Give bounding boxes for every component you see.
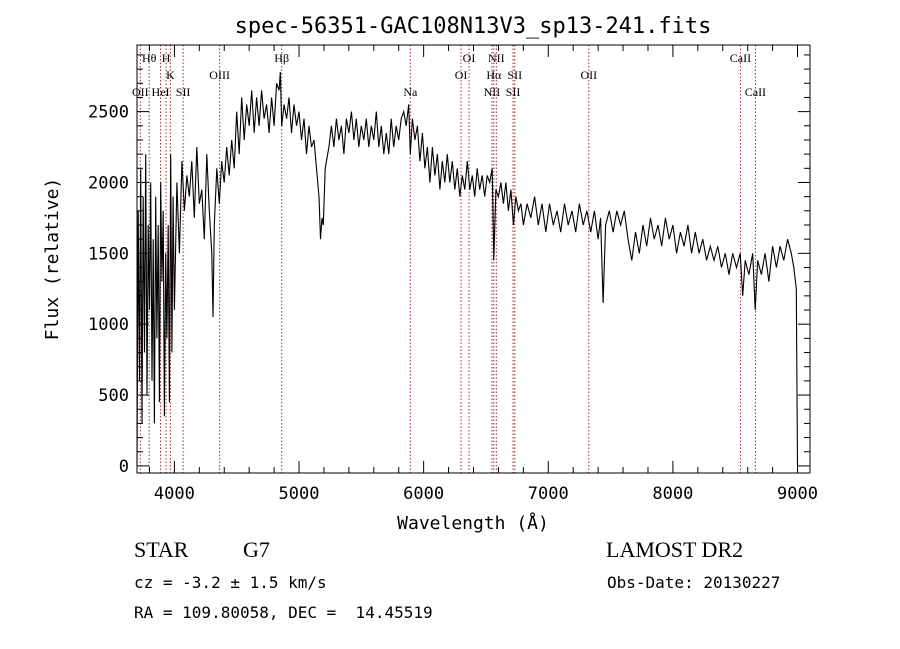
y-tick-label: 1500 xyxy=(88,244,129,264)
x-tick-label: 8000 xyxy=(652,484,693,504)
marker-label: K xyxy=(166,68,175,82)
marker-label: Hβ xyxy=(274,51,289,65)
y-tick-label: 0 xyxy=(119,457,129,477)
marker-label: NII xyxy=(484,85,501,99)
plot-frame xyxy=(136,44,811,474)
marker-label: H xyxy=(162,51,171,65)
marker-label: OIII xyxy=(209,68,230,82)
marker-label: SII xyxy=(176,85,191,99)
marker-label: HeI xyxy=(152,85,170,99)
object-class: STAR xyxy=(134,537,189,562)
x-tick-label: 5000 xyxy=(279,484,320,504)
y-tick-label: 1000 xyxy=(88,315,129,335)
x-tick-label: 6000 xyxy=(403,484,444,504)
y-tick-label: 500 xyxy=(98,386,129,406)
x-axis-label: Wavelength (Å) xyxy=(397,512,549,534)
marker-label: OII xyxy=(132,85,149,99)
marker-label: SII xyxy=(506,85,521,99)
marker-label: CaII xyxy=(730,51,751,65)
chart-title: spec-56351-GAC108N13V3_sp13-241.fits xyxy=(235,14,712,39)
marker-label: OI xyxy=(455,68,468,82)
survey-name: LAMOST DR2 xyxy=(606,537,744,562)
marker-label: OII xyxy=(580,68,597,82)
x-axis: 4000 5000 6000 7000 8000 9000 xyxy=(148,45,818,504)
spectrum-series xyxy=(136,71,799,466)
redshift-value: cz = -3.2 ± 1.5 km/s xyxy=(134,573,327,592)
y-tick-label: 2000 xyxy=(88,173,129,193)
y-axis-label: Flux (relative) xyxy=(42,178,63,341)
subclass: G7 xyxy=(243,537,270,562)
marker-label: Hθ xyxy=(142,51,157,65)
coordinates: RA = 109.80058, DEC = 14.45519 xyxy=(134,603,433,622)
x-tick-label: 9000 xyxy=(777,484,818,504)
marker-label: CaII xyxy=(745,85,766,99)
marker-label: Na xyxy=(403,85,418,99)
marker-label: Hα xyxy=(486,68,502,82)
y-tick-label: 2500 xyxy=(88,103,129,123)
marker-label: NII xyxy=(488,51,505,65)
obs-date: Obs-Date: 20130227 xyxy=(607,573,781,592)
x-tick-label: 7000 xyxy=(528,484,569,504)
spectrum-line xyxy=(136,71,799,466)
marker-label: OI xyxy=(463,51,476,65)
marker-label: SII xyxy=(507,68,522,82)
x-tick-label: 4000 xyxy=(154,484,195,504)
y-axis: 0 500 1000 1500 2000 2500 xyxy=(88,54,810,477)
